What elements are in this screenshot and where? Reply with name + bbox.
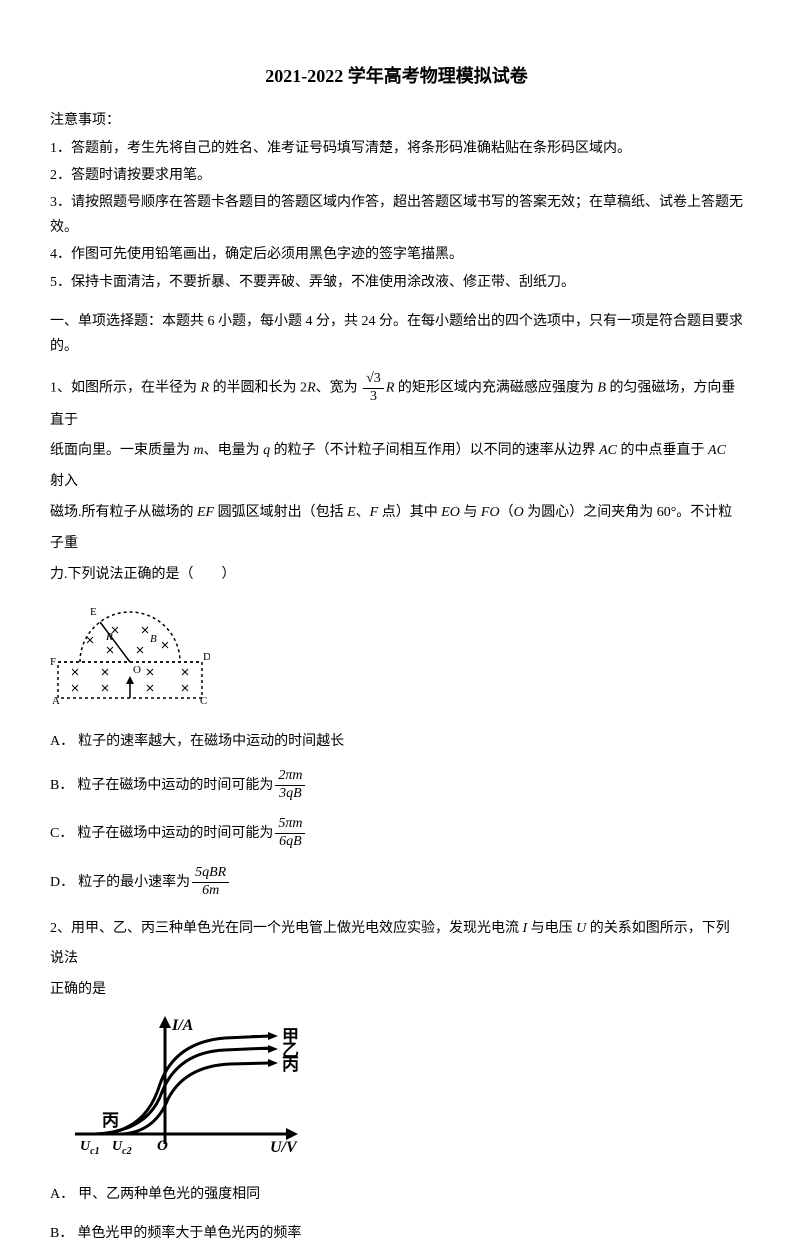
label-bing: 丙 bbox=[282, 1055, 299, 1074]
option-label: A． bbox=[50, 1182, 74, 1207]
label-A: A bbox=[52, 695, 60, 705]
q2-text2: 正确的是 bbox=[50, 975, 743, 1006]
label-bing2: 丙 bbox=[102, 1111, 119, 1130]
var-EF: EF bbox=[197, 505, 214, 520]
q1-part: 的矩形区域内充满磁感应强度为 bbox=[394, 381, 597, 396]
instructions-block: 注意事项： 1．答题前，考生先将自己的姓名、准考证号码填写清楚，将条形码准确粘贴… bbox=[50, 108, 743, 294]
q1-part: 点）其中 bbox=[378, 505, 441, 520]
fraction-den: 6m bbox=[192, 883, 229, 900]
option-text: 粒子在磁场中运动的时间可能为 bbox=[77, 773, 273, 798]
instruction-item: 1．答题前，考生先将自己的姓名、准考证号码填写清楚，将条形码准确粘贴在条形码区域… bbox=[50, 136, 743, 161]
xlabel: U/V bbox=[270, 1139, 298, 1156]
instruction-item: 3．请按照题号顺序在答题卡各题目的答题区域内作答，超出答题区域书写的答案无效；在… bbox=[50, 190, 743, 240]
q1-text: 1、如图所示，在半径为 R 的半圆和长为 2R、宽为 √3 3 R 的矩形区域内… bbox=[50, 371, 743, 436]
fraction: 5qBR 6m bbox=[192, 865, 229, 900]
q2-option-b: B． 单色光甲的频率大于单色光丙的频率 bbox=[50, 1221, 743, 1246]
var-AC: AC bbox=[708, 443, 726, 458]
var-F: F bbox=[370, 505, 379, 520]
var-EO: EO bbox=[441, 505, 460, 520]
var-m: m bbox=[194, 443, 204, 458]
q1-option-d: D． 粒子的最小速率为 5qBR 6m bbox=[50, 865, 743, 900]
instruction-item: 4．作图可先使用铅笔画出，确定后必须用黑色字迹的签字笔描黑。 bbox=[50, 242, 743, 267]
fraction-num: 2πm bbox=[275, 768, 305, 786]
q1-line2: 纸面向里。一束质量为 m、电量为 q 的粒子（不计粒子间相互作用）以不同的速率从… bbox=[50, 436, 743, 498]
q1-part: （ bbox=[500, 505, 514, 520]
var-B: B bbox=[597, 381, 606, 396]
instruction-item: 2．答题时请按要求用笔。 bbox=[50, 163, 743, 188]
question-1: 1、如图所示，在半径为 R 的半圆和长为 2R、宽为 √3 3 R 的矩形区域内… bbox=[50, 371, 743, 900]
option-label: A． bbox=[50, 729, 74, 754]
option-label: D． bbox=[50, 870, 74, 895]
label-R: R bbox=[105, 631, 113, 643]
fraction-num: √3 bbox=[363, 371, 384, 389]
var-FO: FO bbox=[481, 505, 500, 520]
q1-part: 圆弧区域射出（包括 bbox=[214, 505, 347, 520]
label-O: O bbox=[133, 664, 141, 676]
q2-text: 2、用甲、乙、丙三种单色光在同一个光电管上做光电效应实验，发现光电流 I 与电压… bbox=[50, 914, 743, 976]
label-F: F bbox=[50, 656, 56, 668]
fraction-den: 3qB bbox=[275, 786, 305, 803]
option-text: 粒子在磁场中运动的时间可能为 bbox=[77, 821, 273, 846]
label-D: D bbox=[203, 651, 210, 663]
label-Uc2: Uc2 bbox=[112, 1139, 132, 1157]
option-text: 粒子的最小速率为 bbox=[78, 870, 190, 895]
q2-option-a: A． 甲、乙两种单色光的强度相同 bbox=[50, 1182, 743, 1207]
q1-part: 、电量为 bbox=[204, 443, 264, 458]
var-R: R bbox=[307, 381, 316, 396]
q1-part: 与 bbox=[460, 505, 481, 520]
instruction-item: 5．保持卡面清洁，不要折暴、不要弄破、弄皱，不准使用涂改液、修正带、刮纸刀。 bbox=[50, 270, 743, 295]
option-label: B． bbox=[50, 773, 73, 798]
fraction-den: 3 bbox=[363, 389, 384, 406]
section1-header: 一、单项选择题：本题共 6 小题，每小题 4 分，共 24 分。在每小题给出的四… bbox=[50, 309, 743, 359]
q2-part: 2、用甲、乙、丙三种单色光在同一个光电管上做光电效应实验，发现光电流 bbox=[50, 921, 523, 936]
q1-part: 磁场.所有粒子从磁场的 bbox=[50, 505, 197, 520]
var-AC: AC bbox=[599, 443, 617, 458]
q1-part: 的半圆和长为 2 bbox=[209, 381, 307, 396]
ylabel: I/A bbox=[171, 1017, 194, 1034]
label-Uc1: Uc1 bbox=[80, 1139, 100, 1157]
fraction-num: 5qBR bbox=[192, 865, 229, 883]
instructions-header: 注意事项： bbox=[50, 108, 743, 133]
fraction: 5πm 6qB bbox=[275, 816, 305, 851]
option-text: 单色光甲的频率大于单色光丙的频率 bbox=[77, 1221, 301, 1246]
var-O: O bbox=[514, 505, 524, 520]
question-2: 2、用甲、乙、丙三种单色光在同一个光电管上做光电效应实验，发现光电流 I 与电压… bbox=[50, 914, 743, 1247]
q1-line4: 力.下列说法正确的是（ ） bbox=[50, 560, 743, 591]
label-O: O bbox=[157, 1138, 168, 1154]
q1-part: 纸面向里。一束质量为 bbox=[50, 443, 194, 458]
label-C: C bbox=[200, 695, 207, 705]
option-text: 甲、乙两种单色光的强度相同 bbox=[78, 1182, 260, 1207]
q2-part: 与电压 bbox=[527, 921, 576, 936]
q1-option-a: A． 粒子的速率越大，在磁场中运动的时间越长 bbox=[50, 729, 743, 754]
var-U: U bbox=[576, 921, 586, 936]
fraction: 2πm 3qB bbox=[275, 768, 305, 803]
option-text: 粒子的速率越大，在磁场中运动的时间越长 bbox=[78, 729, 344, 754]
var-R: R bbox=[201, 381, 210, 396]
q2-diagram: I/A 甲 乙 丙 丙 O U/V Uc1 Uc2 bbox=[60, 1014, 743, 1168]
q1-line3: 磁场.所有粒子从磁场的 EF 圆弧区域射出（包括 E、F 点）其中 EO 与 F… bbox=[50, 498, 743, 560]
q1-part: 、 bbox=[356, 505, 370, 520]
fraction-num: 5πm bbox=[275, 816, 305, 834]
q1-diagram: E F D A C O R B bbox=[50, 600, 743, 714]
label-B: B bbox=[150, 633, 157, 645]
option-label: C． bbox=[50, 821, 73, 846]
q1-part: 、宽为 bbox=[316, 381, 358, 396]
q1-part: 的粒子（不计粒子间相互作用）以不同的速率从边界 bbox=[270, 443, 599, 458]
q1-option-c: C． 粒子在磁场中运动的时间可能为 5πm 6qB bbox=[50, 816, 743, 851]
label-E: E bbox=[90, 606, 97, 618]
page-title: 2021-2022 学年高考物理模拟试卷 bbox=[50, 60, 743, 92]
option-label: B． bbox=[50, 1221, 73, 1246]
q1-part: 射入 bbox=[50, 474, 78, 489]
q1-part: 的中点垂直于 bbox=[617, 443, 708, 458]
q1-option-b: B． 粒子在磁场中运动的时间可能为 2πm 3qB bbox=[50, 768, 743, 803]
fraction-den: 6qB bbox=[275, 834, 305, 851]
var-E: E bbox=[347, 505, 356, 520]
fraction-sqrt3-3: √3 3 bbox=[363, 371, 384, 406]
q1-part: 1、如图所示，在半径为 bbox=[50, 381, 201, 396]
